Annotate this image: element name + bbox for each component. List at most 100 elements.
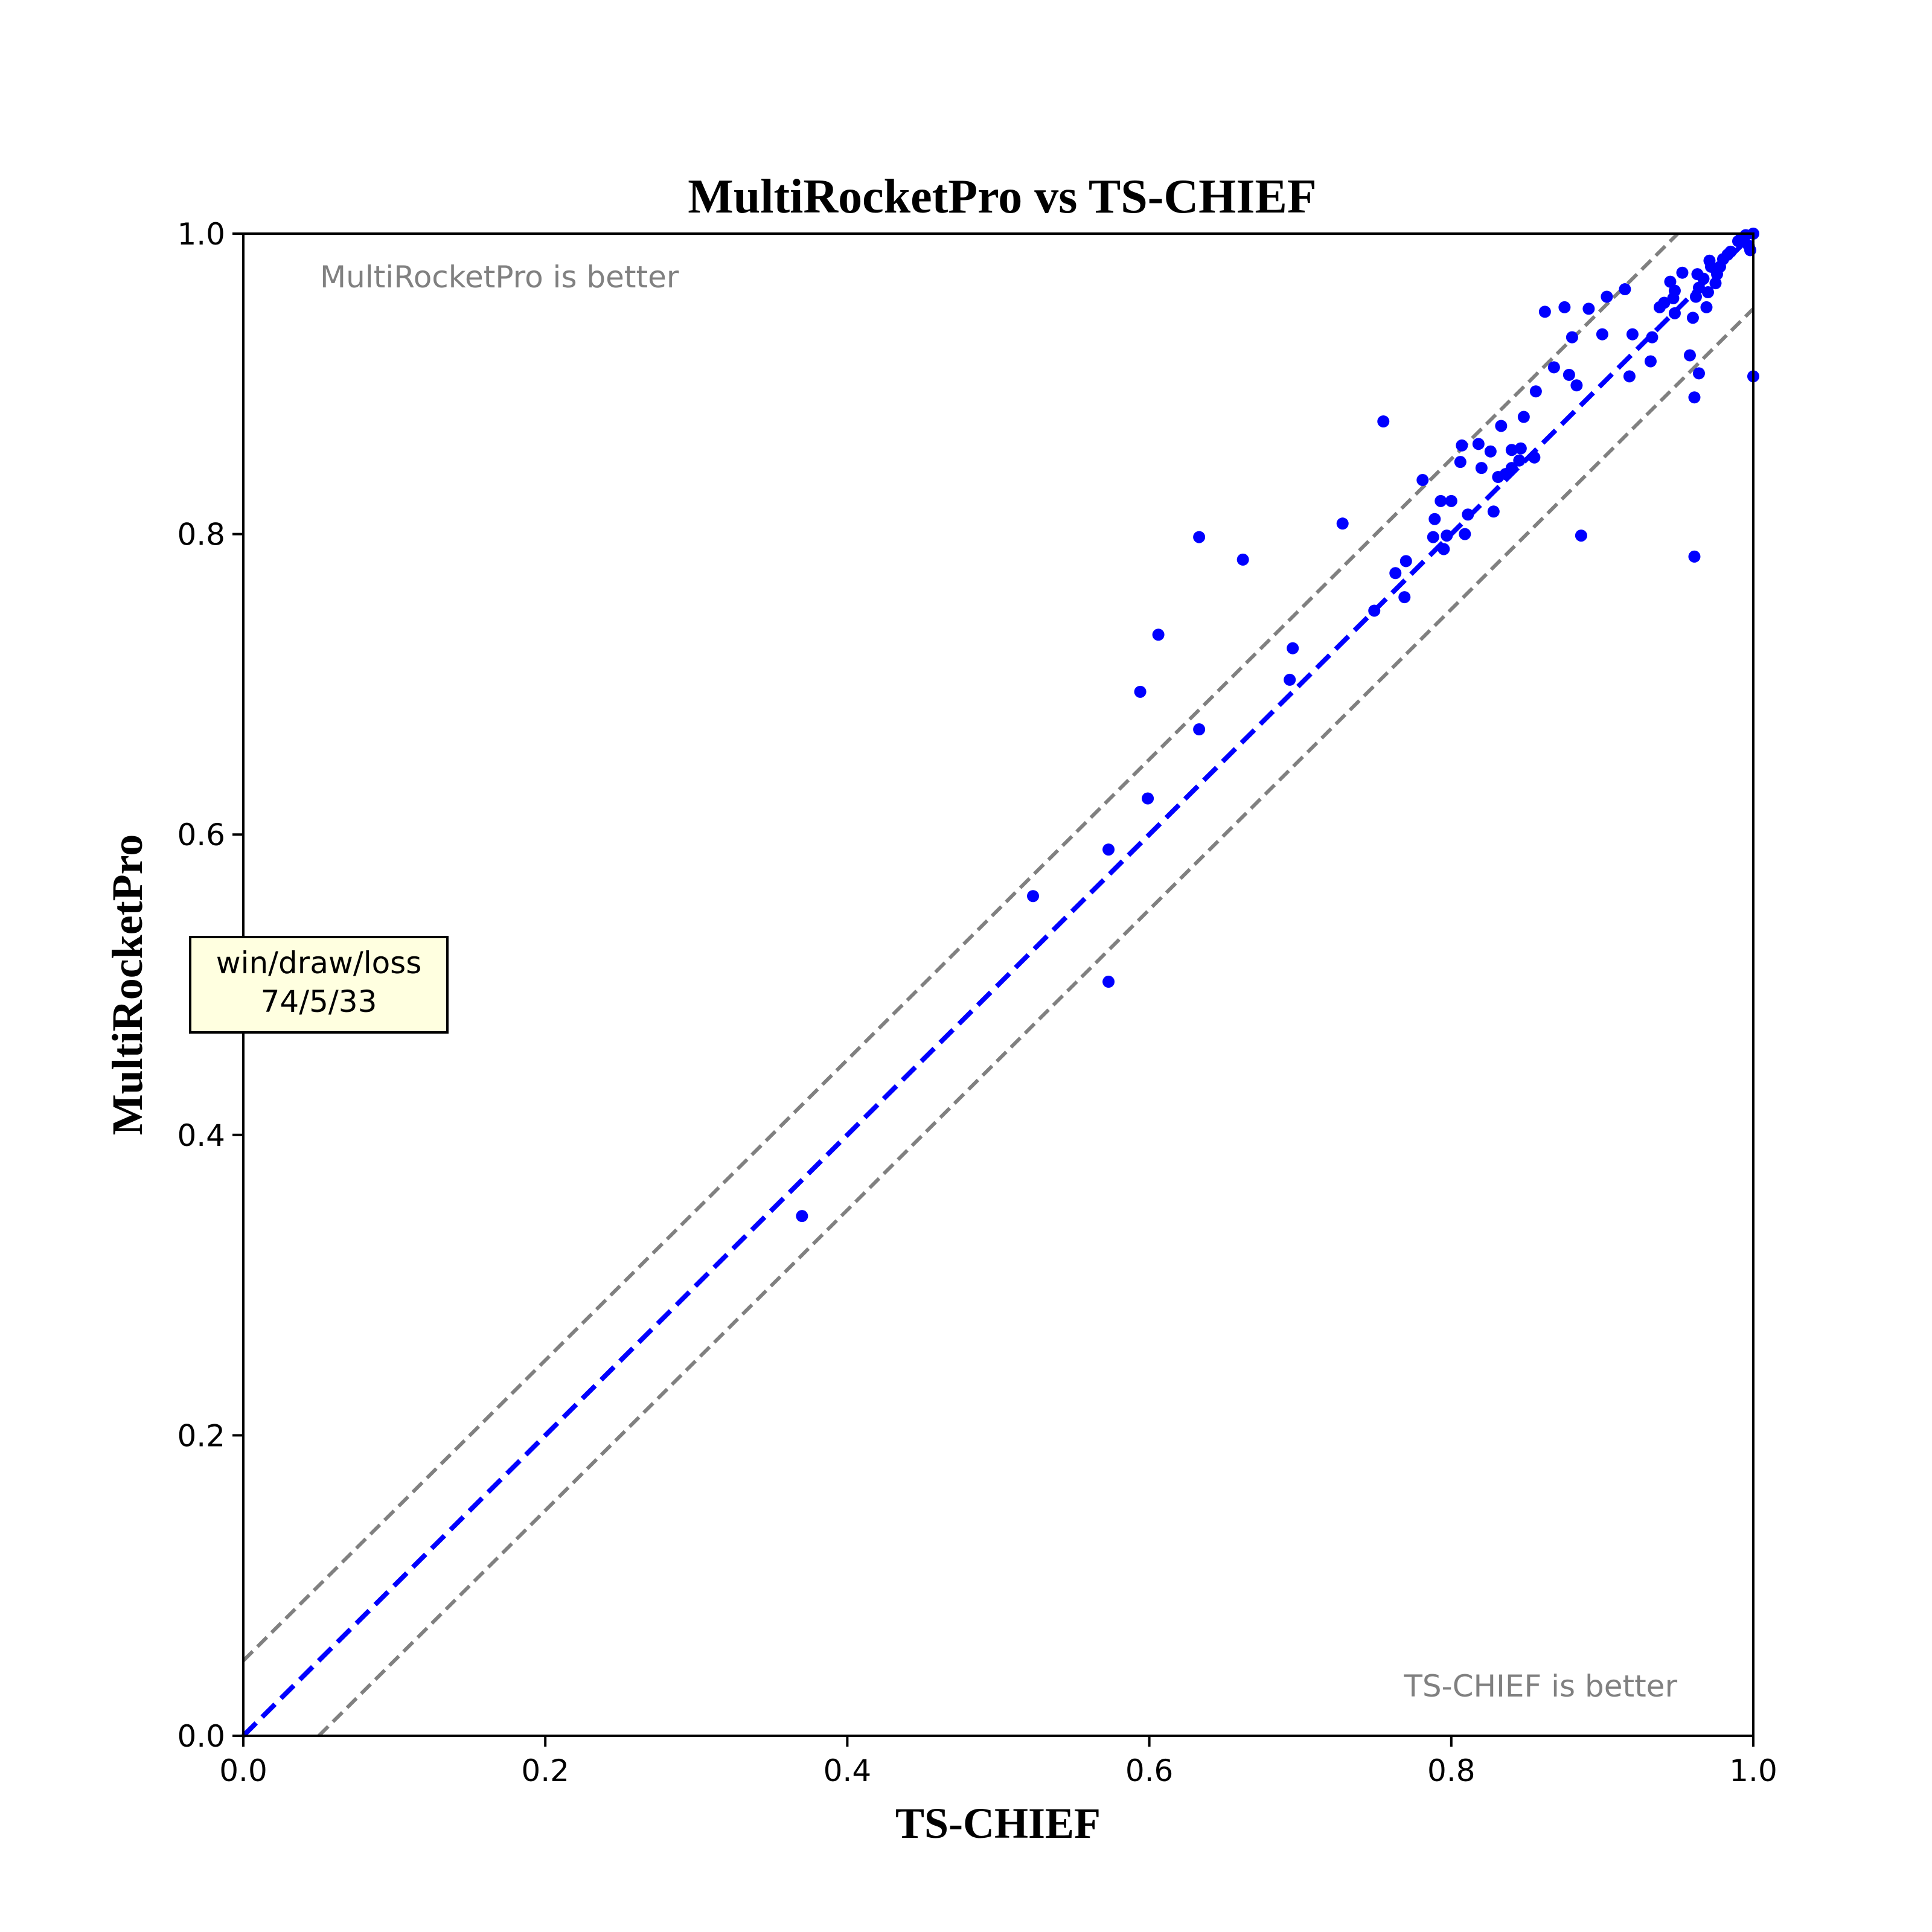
data-points (796, 228, 1759, 1223)
data-point (1575, 529, 1587, 542)
data-point (1427, 531, 1439, 543)
data-point (1389, 567, 1402, 580)
data-point (1416, 474, 1429, 487)
data-point (1368, 604, 1381, 617)
data-point (1644, 355, 1657, 368)
x-tick-label: 0.0 (219, 1753, 267, 1788)
data-point (1709, 277, 1722, 290)
data-point (1601, 290, 1613, 303)
data-point (1563, 368, 1575, 381)
y-axis-ticks: 0.0 0.2 0.4 0.6 0.8 1.0 (177, 217, 243, 1754)
data-point (1102, 843, 1115, 856)
data-point (1514, 442, 1527, 455)
y-axis-label: MultiRocketPro (103, 834, 152, 1136)
upper-region-label: MultiRocketPro is better (320, 260, 679, 295)
data-point (1438, 543, 1450, 555)
win-draw-loss-frame (189, 936, 449, 1034)
data-point (1505, 444, 1518, 456)
data-point (1428, 513, 1441, 525)
data-point (1193, 531, 1206, 543)
chart-title: MultiRocketPro vs TS-CHIEF (688, 170, 1316, 223)
data-point (1658, 296, 1671, 309)
y-tick-label: 0.2 (177, 1418, 225, 1453)
data-point (1547, 361, 1560, 374)
win-draw-loss-box: win/draw/loss 74/5/33 (189, 936, 449, 1034)
data-point (1193, 723, 1206, 736)
data-point (1459, 528, 1471, 540)
data-point (1505, 462, 1518, 475)
data-point (1668, 284, 1681, 297)
x-tick-label: 0.6 (1125, 1753, 1174, 1788)
x-tick-label: 1.0 (1729, 1753, 1777, 1788)
data-point (1688, 391, 1701, 404)
data-point (1462, 508, 1474, 521)
data-point (1454, 456, 1467, 469)
data-point (1134, 685, 1147, 698)
y-tick-label: 0.0 (177, 1719, 225, 1754)
data-point (1528, 451, 1541, 464)
x-axis-label: TS-CHIEF (895, 1799, 1101, 1847)
y-tick-label: 0.6 (177, 817, 225, 852)
data-point (1398, 591, 1411, 604)
data-point (1664, 275, 1677, 288)
data-point (1441, 529, 1453, 542)
data-point (1683, 349, 1696, 362)
data-point (1570, 379, 1583, 392)
x-tick-label: 0.8 (1427, 1753, 1476, 1788)
data-point (1027, 890, 1040, 903)
data-point (1475, 462, 1488, 475)
data-point (1484, 445, 1497, 458)
data-point (1676, 266, 1689, 279)
y-tick-label: 1.0 (177, 217, 225, 252)
data-point (1558, 301, 1571, 313)
data-point (1377, 415, 1390, 427)
x-tick-label: 0.2 (521, 1753, 569, 1788)
data-point (1517, 411, 1530, 423)
data-point (1487, 505, 1500, 518)
data-point (1692, 367, 1705, 380)
data-point (1445, 494, 1457, 507)
win-draw-loss-value: 74/5/33 (261, 984, 377, 1019)
y-tick-label: 0.8 (177, 517, 225, 552)
data-point (1495, 420, 1508, 432)
data-point (1287, 642, 1299, 654)
win-draw-loss-label: win/draw/loss (216, 945, 422, 980)
data-point (1472, 438, 1485, 450)
data-point (1692, 281, 1705, 294)
data-point (1623, 370, 1636, 383)
upper-margin-line (242, 232, 1680, 1662)
data-point (1336, 517, 1349, 530)
data-point (1697, 272, 1710, 285)
data-point (1538, 305, 1551, 318)
data-point (1566, 331, 1578, 344)
data-point (1102, 976, 1115, 988)
data-point (1626, 328, 1639, 341)
data-point (1724, 245, 1737, 258)
data-point (1435, 494, 1447, 507)
x-axis-ticks: 0.0 0.2 0.4 0.6 0.8 1.0 (219, 1736, 1777, 1788)
reference-lines (242, 232, 1755, 1738)
data-point (1456, 439, 1468, 452)
data-point (796, 1210, 808, 1223)
data-point (1236, 553, 1249, 566)
data-point (1284, 673, 1296, 686)
diagonal-reference-line (242, 232, 1755, 1738)
y-tick-label: 0.4 (177, 1118, 225, 1153)
lower-margin-line (317, 307, 1755, 1738)
data-point (1399, 555, 1412, 568)
data-point (1596, 328, 1608, 341)
data-point (1152, 629, 1165, 641)
plot-area: 0.0 0.2 0.4 0.6 0.8 1.0 0.0 0.2 0.4 0.6 0.8 1.0 (177, 217, 1777, 1788)
data-point (1688, 550, 1701, 563)
x-tick-label: 0.4 (824, 1753, 872, 1788)
data-point (1668, 307, 1681, 319)
data-point (1142, 792, 1154, 805)
data-point (1513, 454, 1526, 467)
data-point (1686, 312, 1699, 324)
data-point (1646, 331, 1659, 344)
data-point (1700, 301, 1713, 313)
data-point (1701, 286, 1714, 299)
data-point (1619, 283, 1631, 296)
data-point (1529, 385, 1542, 398)
